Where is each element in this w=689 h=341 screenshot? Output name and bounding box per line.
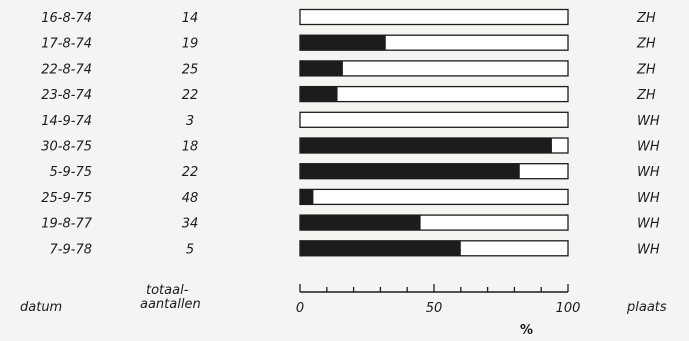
date-label: 16-8-74 — [41, 11, 92, 26]
bar-fill — [300, 138, 552, 153]
total-label: 5 — [186, 242, 194, 257]
date-label: 19-8-77 — [41, 217, 92, 232]
date-label: 17-8-74 — [41, 37, 92, 52]
x-tick-label: 50 — [426, 301, 443, 316]
x-axis-label: % — [520, 323, 533, 337]
place-label: WH — [637, 114, 660, 129]
place-label: ZH — [636, 11, 656, 26]
place-label: WH — [637, 165, 660, 180]
date-label: 30-8-75 — [41, 140, 92, 155]
place-label: ZH — [636, 62, 656, 77]
place-label: WH — [637, 191, 660, 206]
x-tick-label: 100 — [556, 301, 581, 316]
total-label: 18 — [182, 140, 199, 155]
bar-fill — [300, 215, 421, 231]
total-label: 34 — [182, 217, 199, 232]
total-label: 22 — [182, 165, 199, 180]
header-totals-line2: aantallen — [140, 297, 201, 312]
x-axis: 0 50 100 — [296, 284, 581, 316]
bar-outline — [299, 188, 569, 206]
date-label: 14-9-74 — [41, 114, 92, 129]
bar-outline — [299, 8, 569, 26]
place-label: WH — [637, 140, 660, 155]
place-label: ZH — [636, 37, 656, 52]
chart-row: 5-9-75 22 WH — [50, 163, 660, 180]
header-place: plaats — [626, 300, 667, 315]
place-label: ZH — [636, 88, 656, 103]
total-label: 22 — [182, 88, 199, 103]
chart-row: 19-8-77 34 WH — [41, 214, 660, 232]
place-label: WH — [637, 242, 660, 257]
chart-row: 14-9-74 3 WH — [41, 111, 660, 129]
chart-row: 30-8-75 18 WH — [41, 137, 660, 155]
date-label: 7-9-78 — [50, 242, 92, 257]
chart-row: 25-9-75 48 WH — [41, 188, 660, 206]
date-label: 25-9-75 — [41, 191, 92, 206]
bar-outline — [299, 111, 569, 128]
bar-fill — [300, 86, 338, 102]
date-label: 5-9-75 — [50, 165, 92, 180]
total-label: 19 — [182, 37, 199, 52]
total-label: 25 — [182, 62, 199, 77]
chart-row: 23-8-74 22 ZH — [41, 85, 656, 103]
total-label: 14 — [182, 11, 199, 26]
bar-outline — [299, 85, 569, 103]
bar-fill — [300, 60, 343, 76]
header-date: datum — [20, 300, 62, 315]
bar-fill — [300, 189, 314, 205]
x-tick-label: 0 — [296, 301, 304, 316]
header-totals-line1: totaal- — [146, 283, 189, 298]
bar-fill — [300, 35, 386, 51]
bar-fill — [300, 163, 520, 179]
date-label: 22-8-74 — [41, 62, 92, 77]
total-label: 48 — [182, 191, 199, 206]
chart-row: 7-9-78 5 WH — [50, 240, 660, 257]
bar-fill — [300, 240, 461, 256]
place-label: WH — [637, 217, 660, 232]
date-label: 23-8-74 — [41, 88, 92, 103]
chart-row: 17-8-74 19 ZH — [41, 34, 656, 52]
chart-row: 22-8-74 25 ZH — [41, 60, 656, 77]
total-label: 3 — [186, 114, 194, 129]
chart-row: 16-8-74 14 ZH — [41, 8, 656, 26]
